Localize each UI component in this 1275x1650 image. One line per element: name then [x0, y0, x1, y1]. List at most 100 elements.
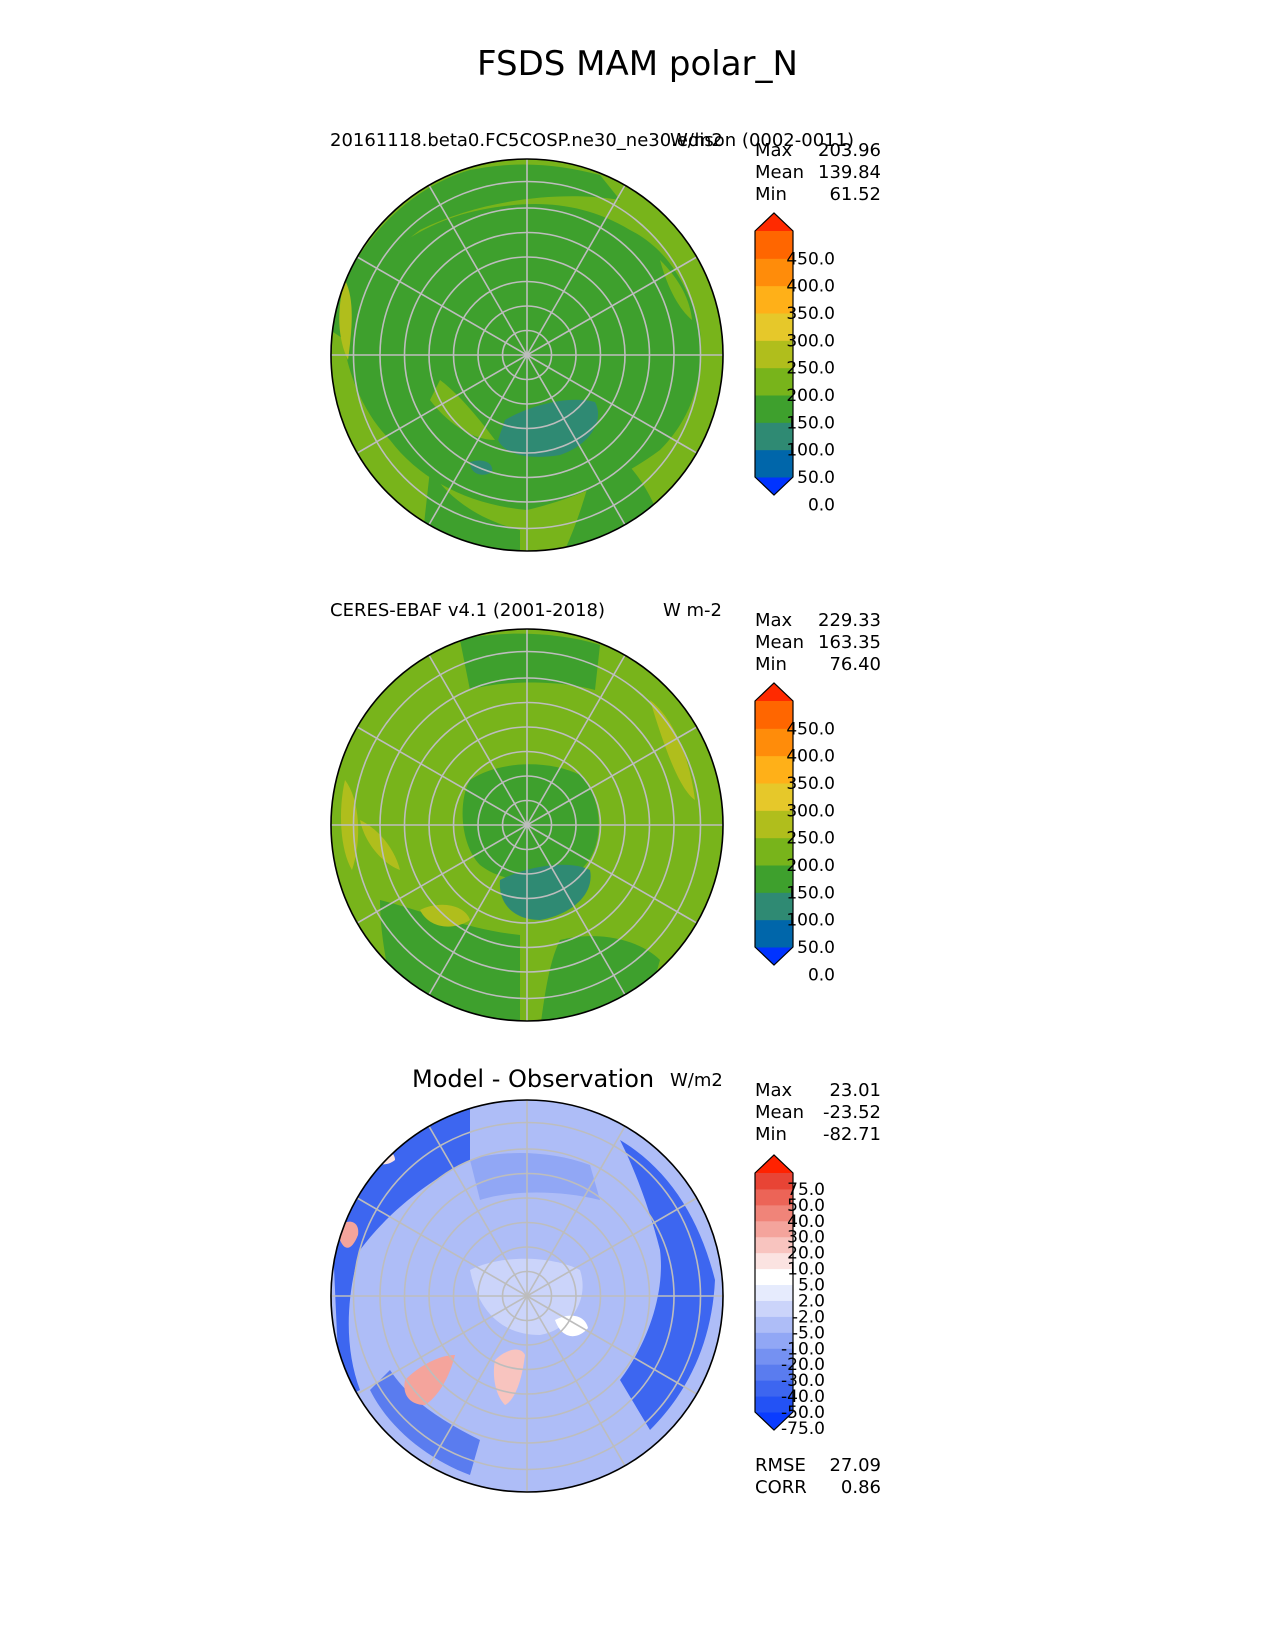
colorbar-extend-low — [755, 1412, 793, 1430]
meridian-line — [526, 1295, 626, 1467]
colorbar-tick-label: 400.0 — [786, 277, 835, 297]
colorbar-swatch — [755, 231, 793, 259]
meridian-line — [428, 824, 528, 996]
colorbar-tick-label: 450.0 — [786, 719, 835, 739]
stat-min: Min 61.52 — [755, 184, 881, 205]
meridian-line — [526, 184, 626, 356]
colorbar-swatch — [755, 1364, 793, 1381]
colorbar-tick-label: -2.0 — [792, 1307, 825, 1327]
colorbar-extend-high — [755, 213, 793, 231]
colorbar-tick-label: 300.0 — [786, 801, 835, 821]
colorbar-swatch — [755, 919, 793, 948]
colorbar-extend-low — [755, 477, 793, 495]
colorbar-swatch — [755, 285, 793, 314]
stat-max: Max 23.01 — [755, 1080, 881, 1101]
panel-obs-stats: Max 229.33 Mean 163.35 Min 76.40 — [755, 610, 881, 676]
colorbar-tick-label: 300.0 — [786, 331, 835, 351]
colorbar-tick-label: 0.0 — [808, 495, 835, 515]
meridian-line — [526, 654, 626, 826]
colorbar-swatch — [755, 1332, 793, 1349]
colorbar-swatch — [755, 367, 793, 396]
colorbar-tick-label: -20.0 — [781, 1355, 825, 1375]
meridian-line — [526, 1295, 698, 1395]
panel-obs-title: CERES-EBAF v4.1 (2001-2018) — [330, 600, 606, 621]
meridian-line — [526, 824, 698, 924]
stat-corr: CORR 0.86 — [755, 1477, 881, 1498]
colorbar-extend-high — [755, 1155, 793, 1173]
meridian-line — [526, 1197, 698, 1297]
meridian-line — [526, 1125, 626, 1297]
colorbar-tick-label: -30.0 — [781, 1371, 825, 1391]
stat-rmse: RMSE 27.09 — [755, 1455, 881, 1476]
colorbar-tick-label: 50.0 — [797, 468, 835, 488]
colorbar-extend-high — [755, 683, 793, 701]
figure-title: FSDS MAM polar_N — [477, 44, 798, 84]
colorbar-tick-label: -40.0 — [781, 1387, 825, 1407]
panel-diff-extra-stats: RMSE 27.09 CORR 0.86 — [755, 1455, 881, 1499]
meridian-line — [356, 1295, 528, 1395]
colorbar-extend-low — [755, 947, 793, 965]
colorbar-swatch — [755, 395, 793, 423]
colorbar-swatch — [755, 1173, 793, 1190]
stat-min: Min -82.71 — [755, 1124, 881, 1145]
panel-model-title: 20161118.beta0.FC5COSP.ne30_ne30.edison … — [330, 130, 855, 151]
colorbar-tick-label: 350.0 — [786, 304, 835, 324]
colorbar-swatch — [755, 701, 793, 729]
colorbar-tick-label: 200.0 — [786, 856, 835, 876]
panel-diff-stats: Max 23.01 Mean -23.52 Min -82.71 — [755, 1080, 881, 1146]
colorbar-tick-label: 50.0 — [787, 1196, 825, 1216]
colorbar-tick-label: -5.0 — [792, 1323, 825, 1343]
colorbar-swatch — [755, 1300, 793, 1317]
colorbar-tick-label: 200.0 — [786, 386, 835, 406]
meridian-line — [356, 256, 528, 356]
colorbar-tick-label: 450.0 — [786, 249, 835, 269]
meridian-line — [428, 1295, 528, 1467]
meridian-line — [356, 726, 528, 826]
meridian-line — [428, 354, 528, 526]
colorbar-swatch — [755, 755, 793, 784]
colorbar-swatch — [755, 728, 793, 757]
meridian-line — [526, 256, 698, 356]
colorbar-swatch — [755, 892, 793, 921]
panel-diff-units: W/m2 — [670, 1070, 723, 1091]
colorbar-tick-label: 50.0 — [797, 938, 835, 958]
colorbar-outline — [754, 212, 794, 496]
meridian-line — [526, 354, 698, 454]
colorbar-tick-label: 75.0 — [787, 1180, 825, 1200]
polar-grid-2 — [330, 1099, 724, 1493]
colorbar-tick-label: 150.0 — [786, 413, 835, 433]
colorbar-swatch — [755, 1396, 793, 1413]
panel-obs-units: W m-2 — [663, 600, 723, 621]
colorbar-tick-label: 100.0 — [786, 441, 835, 461]
region-low — [498, 399, 599, 457]
colorbar-swatch — [755, 1236, 793, 1254]
colorbar-swatch — [755, 1188, 793, 1206]
colorbar-swatch — [755, 258, 793, 287]
colorbar-tick-label: 30.0 — [787, 1228, 825, 1248]
colorbar-tick-label: 40.0 — [787, 1212, 825, 1232]
meridian-line — [428, 184, 528, 356]
panel-model-units: W/m2 — [670, 130, 723, 151]
map-boundary — [330, 628, 724, 1022]
colorbar-tick-label: -10.0 — [781, 1339, 825, 1359]
colorbar-outline — [754, 682, 794, 966]
colorbar-tick-label: -50.0 — [781, 1403, 825, 1423]
colorbar-swatch — [755, 783, 793, 811]
stat-max: Max 203.96 — [755, 140, 881, 161]
meridian-line — [526, 824, 626, 996]
stat-mean: Mean 139.84 — [755, 162, 881, 183]
colorbar-model: 450.0 400.0 350.0 300.0 250.0 200.0 150.0 100.0… — [754, 212, 835, 515]
colorbar-tick-label: 150.0 — [786, 883, 835, 903]
colorbar-swatch — [755, 1284, 793, 1301]
stat-mean: Mean -23.52 — [755, 1102, 881, 1123]
meridian-line — [356, 824, 528, 924]
colorbar-tick-label: 400.0 — [786, 747, 835, 767]
map-boundary — [330, 158, 724, 552]
colorbar-tick-label: 350.0 — [786, 774, 835, 794]
panel-diff-title: Model - Observation — [412, 1065, 655, 1093]
colorbar-outline — [754, 1154, 794, 1431]
colorbar-swatch — [755, 340, 793, 369]
colorbar-swatch — [755, 1204, 793, 1222]
stat-max: Max 229.33 — [755, 610, 881, 631]
